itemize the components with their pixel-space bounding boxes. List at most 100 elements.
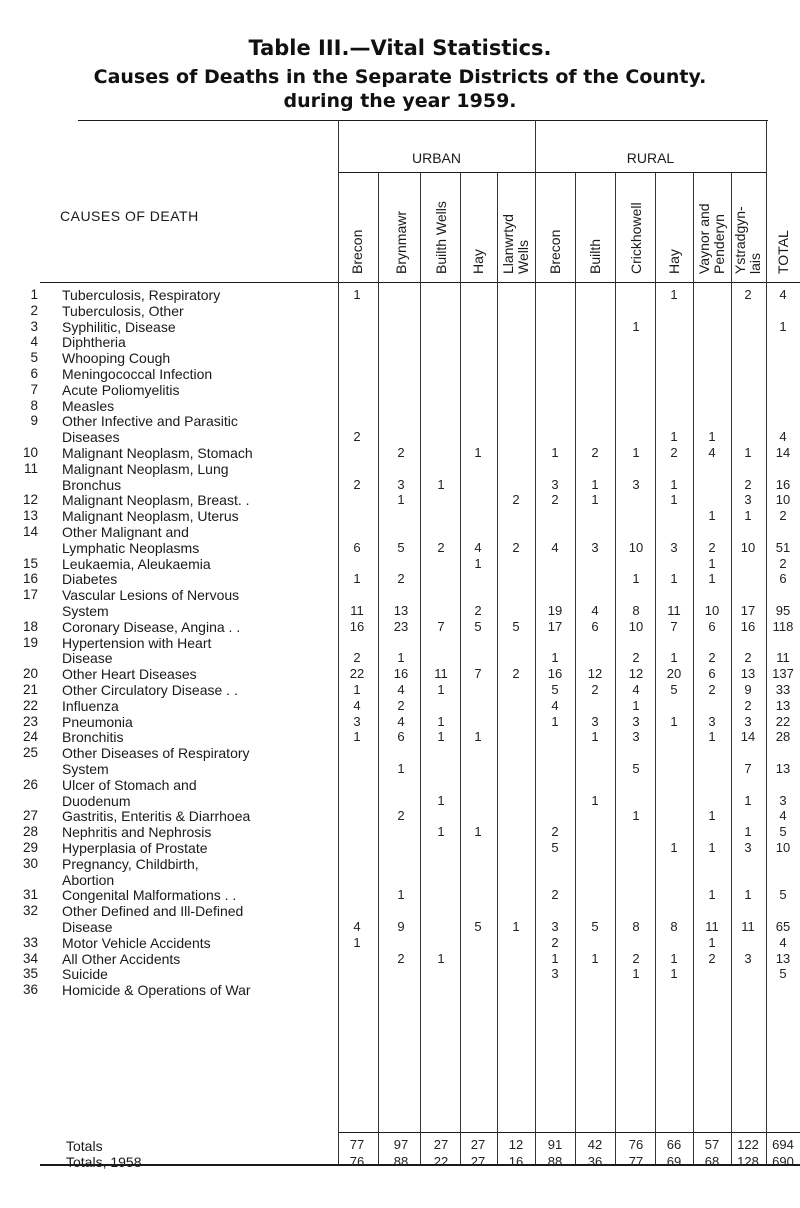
table-cell: 1 [474, 824, 482, 840]
table-cell: 1 [632, 808, 640, 824]
totals-1958-cell: 128 [737, 1154, 759, 1169]
table-cell: 5 [779, 824, 787, 840]
table-cell: 14 [775, 445, 791, 460]
cause-label: Leukaemia, Aleukaemia [62, 555, 211, 572]
totals-cell: 76 [628, 1137, 644, 1152]
cause-label: Diabetes [62, 571, 118, 588]
table-cell: 1 [670, 840, 678, 855]
cause-label: Disease [62, 919, 113, 935]
table-cell: 5 [512, 618, 520, 634]
column-header-line: Brecon [348, 229, 365, 274]
table-subtitle: Causes of Deaths in the Separate Distric… [93, 66, 707, 88]
table-cell: 3 [353, 713, 361, 729]
row-number: 27 [22, 808, 38, 824]
table-cell: 7 [474, 666, 482, 682]
table-cell: 1 [670, 966, 678, 982]
table-cell: 1 [744, 887, 752, 903]
row-number: 3 [30, 318, 38, 334]
table-cell: 2 [551, 824, 559, 840]
cause-label: Other Heart Diseases [62, 666, 197, 683]
table-cell: 13 [393, 603, 409, 618]
table-cell: 1 [632, 697, 640, 713]
table-cell: 1 [551, 650, 559, 666]
table-cell: 22 [775, 713, 791, 729]
table-cell: 11 [667, 603, 681, 618]
table-cell: 3 [551, 919, 559, 934]
table-cell: 9 [744, 682, 752, 697]
column-header: Builth Wells [433, 201, 449, 274]
table-cell: 4 [474, 539, 482, 555]
cause-label: Other Circulatory Disease . . [62, 682, 238, 698]
totals-cell: 27 [433, 1137, 449, 1152]
column-divider [497, 172, 498, 1164]
table-cell: 1 [437, 792, 445, 808]
cause-label: Measles [62, 397, 115, 414]
cause-label: Malignant Neoplasm, Lung [62, 460, 229, 477]
table-cell: 3 [632, 713, 640, 729]
table-cell: 12 [587, 666, 603, 682]
table-cell: 1 [397, 492, 405, 508]
cause-label: Malignant Neoplasm, Breast. . [62, 492, 250, 509]
totals-cell: 97 [393, 1137, 409, 1152]
table-cell: 1 [708, 887, 716, 903]
column-header-line: Brynmawr [392, 210, 409, 274]
table-cell: 9 [397, 919, 405, 934]
table-cell: 1 [437, 682, 445, 697]
table-cell: 2 [474, 603, 482, 618]
totals-cell: 27 [470, 1137, 486, 1152]
table-cell: 1 [670, 492, 678, 508]
table-cell: 2 [397, 950, 405, 966]
totals-1958-cell: 68 [704, 1154, 720, 1169]
table-cell: 11 [741, 919, 755, 934]
table-cell: 4 [779, 429, 787, 445]
table-cell: 1 [744, 445, 752, 460]
table-cell: 3 [397, 476, 405, 492]
column-header: TOTAL [775, 230, 791, 274]
table-cell: 1 [437, 824, 445, 840]
column-header: Hay [470, 249, 486, 274]
table-cell: 2 [591, 445, 599, 460]
row-number: 20 [22, 666, 38, 682]
column-divider [535, 120, 536, 1164]
column-header: Brecon [547, 230, 563, 274]
table-cell: 11 [434, 666, 448, 682]
totals-cell: 91 [547, 1137, 563, 1152]
totals-label: Totals [66, 1138, 103, 1154]
cause-label: Diphtheria [62, 334, 126, 351]
table-cell: 2 [397, 697, 405, 713]
totals-1958-cell: 88 [393, 1154, 409, 1169]
column-header-line: Llanwrtyd [500, 214, 516, 274]
table-cell: 16 [393, 666, 409, 682]
row-number: 12 [22, 492, 38, 508]
cause-label: Pregnancy, Childbirth, [62, 855, 199, 872]
cause-label: Lymphatic Neoplasms [62, 539, 200, 556]
column-header-line: Vaynor and [696, 203, 712, 274]
cause-label: System [62, 603, 109, 619]
cause-label: Tuberculosis, Respiratory [62, 287, 221, 303]
cause-label: Other Malignant and [62, 524, 189, 540]
row-number: 22 [22, 697, 38, 713]
table-cell: 2 [512, 492, 520, 508]
totals-cell: 694 [772, 1137, 794, 1152]
table-cell: 1 [744, 792, 752, 808]
table-cell: 2 [353, 650, 361, 666]
table-cell: 137 [772, 666, 794, 682]
table-cell: 2 [708, 682, 716, 697]
table-cell: 1 [353, 571, 361, 587]
cause-label: Gastritis, Enteritis & Diarrhoea [62, 808, 251, 825]
column-header-line: Crickhowell [627, 202, 644, 274]
table-cell: 2 [744, 650, 752, 666]
table-cell: 1 [591, 492, 599, 508]
column-header: Vaynor and Penderyn [696, 203, 727, 274]
table-cell: 16 [740, 618, 756, 634]
table-cell: 10 [775, 492, 791, 508]
table-cell: 1 [512, 919, 520, 934]
table-cell: 1 [437, 713, 445, 729]
table-cell: 4 [779, 287, 787, 302]
table-cell: 5 [591, 919, 599, 934]
table-cell: 2 [512, 666, 520, 682]
table-cell: 1 [397, 650, 405, 666]
row-number: 9 [30, 413, 38, 429]
table-cell: 1 [437, 729, 445, 745]
row-number: 26 [22, 776, 38, 792]
